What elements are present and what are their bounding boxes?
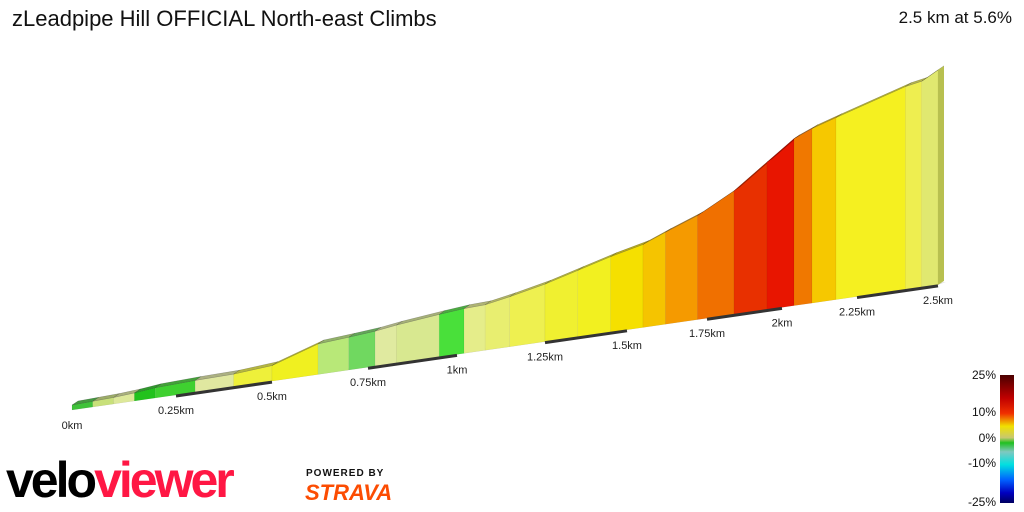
profile-segment (610, 244, 644, 333)
axis-tick-band (706, 306, 783, 321)
profile-top-shade (697, 186, 740, 216)
profile-segment (811, 117, 837, 304)
profile-end-face (938, 65, 944, 285)
profile-top-shade (272, 339, 325, 366)
profile-segment (642, 231, 666, 328)
profile-top-shade (905, 77, 928, 87)
profile-top-shade (767, 134, 800, 163)
x-tick-label: 0.75km (350, 377, 386, 389)
profile-top-shade (113, 388, 141, 398)
climb-summary: 2.5 km at 5.6% (898, 8, 1012, 27)
profile-segment (438, 308, 465, 358)
profile-top-shade (92, 393, 120, 402)
profile-top-shade (485, 292, 516, 305)
legend-label: 0% (978, 431, 996, 445)
profile-segment (921, 69, 939, 288)
legend-label: -25% (967, 495, 996, 509)
legend-label: 10% (971, 405, 996, 419)
x-tick-label: 0.25km (158, 405, 194, 417)
profile-top-shade (195, 370, 240, 381)
profile-segment (835, 86, 906, 300)
profile-segment (793, 128, 813, 306)
profile-top-shade (318, 333, 355, 344)
profile-top-shade (812, 113, 842, 129)
page-title: zLeadpipe Hill OFFICIAL North-east Climb… (12, 6, 437, 31)
profile-top-shade (545, 266, 584, 285)
axis-tick-band (367, 353, 458, 370)
profile-top-shade (348, 327, 382, 338)
profile-segment (374, 324, 397, 367)
profile-top-shade (577, 252, 617, 271)
profile-top-shade (134, 383, 162, 393)
profile-top-shade (610, 240, 649, 257)
axis-tick-band (544, 329, 628, 345)
powered-by-label: POWERED BY (306, 468, 385, 479)
profile-top-shade (375, 321, 403, 332)
x-tick-label: 2.5km (923, 295, 953, 307)
profile-top-shade (155, 376, 202, 388)
profile-segment (463, 304, 486, 354)
profile-top-shade (794, 124, 818, 139)
gradient-legend-bar (1000, 375, 1014, 503)
x-tick-label: 1.75km (689, 328, 725, 340)
profile-segment (484, 296, 511, 351)
legend-label: 25% (971, 368, 996, 382)
profile-top-shade (233, 361, 278, 375)
profile-segment (697, 190, 735, 320)
veloviewer-logo[interactable]: veloviewer (6, 452, 235, 508)
profile-top-shade (439, 304, 471, 315)
profile-segment (733, 161, 768, 315)
x-tick-label: 0.5km (257, 391, 287, 403)
profile-top-shade (665, 211, 704, 233)
profile-top-shade (396, 310, 446, 326)
x-tick-label: 1.25km (527, 352, 563, 364)
x-tick-label: 0km (62, 420, 83, 432)
strava-logo[interactable]: STRAVA (305, 480, 393, 505)
axis-tick-band (856, 284, 939, 300)
profile-segment (577, 256, 611, 338)
profile-segment (905, 80, 923, 290)
profile-top-shade (464, 300, 492, 309)
profile-top-shade (509, 280, 551, 297)
profile-top-shade (836, 82, 912, 118)
profile-segment (348, 330, 376, 371)
legend-label: -10% (967, 456, 996, 470)
profile-top-shade (643, 228, 672, 245)
profile-segment (665, 215, 698, 325)
x-tick-label: 1km (447, 364, 468, 376)
x-tick-label: 2.25km (839, 307, 875, 319)
profile-top-shade (734, 158, 773, 191)
x-tick-label: 1.5km (612, 340, 642, 352)
x-tick-label: 2km (772, 317, 793, 329)
profile-top-shade (72, 397, 99, 405)
profile-segment (766, 138, 795, 310)
axis-tick-band (175, 380, 273, 398)
